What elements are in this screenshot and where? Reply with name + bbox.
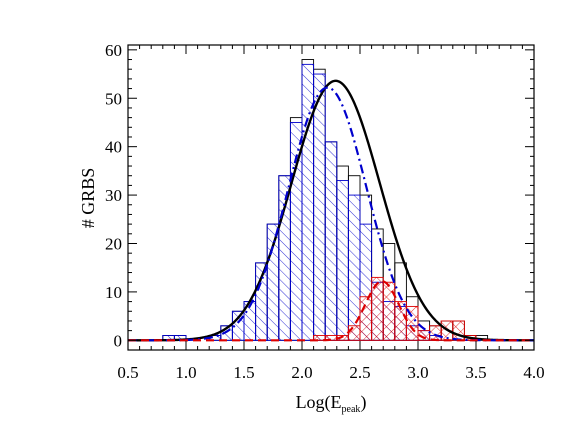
bar-red-cross-3 [347,325,361,341]
fit-curve-solid [128,79,534,342]
bar-blue-13 [313,73,326,341]
bar-blue-15 [336,180,349,341]
axis-ticks [127,45,535,350]
y-tick-labels: 0 10 20 30 40 50 60 [105,41,122,350]
x-tick-label: 0.5 [117,363,138,382]
bar-red-cross-8 [405,305,419,341]
x-tick-label: 4.0 [523,363,544,382]
bar-blue-9 [266,223,280,341]
histogram-series-layer [162,59,489,341]
y-tick-label: 30 [105,186,122,205]
plot-frame [127,44,535,351]
x-tick-label: 1.0 [175,363,196,382]
y-tick-label: 20 [105,234,122,253]
y-axis-label: # GRBS [78,168,98,229]
y-tick-label: 0 [114,331,123,350]
bar-red-cross-4 [359,296,373,341]
fit-curve-layer [128,79,534,342]
x-tick-labels: 0.5 1.0 1.5 2.0 2.5 3.0 3.5 4.0 [117,363,544,382]
bar-red-cross-10 [429,325,442,341]
fit-curve-dashed [128,280,534,342]
y-tick-label: 10 [105,283,122,302]
x-tick-label: 3.0 [407,363,428,382]
y-tick-label: 50 [105,89,122,108]
y-tick-label: 40 [105,138,122,157]
bar-blue-10 [278,175,291,341]
x-axis-label: Log(Epeak) [296,392,367,415]
fit-curve-dashdot [128,86,534,342]
y-tick-label: 60 [105,41,122,60]
x-tick-label: 2.5 [349,363,370,382]
x-tick-label: 3.5 [465,363,486,382]
x-tick-label: 1.5 [233,363,254,382]
bar-blue-14 [324,141,338,341]
x-tick-label: 2.0 [291,363,312,382]
